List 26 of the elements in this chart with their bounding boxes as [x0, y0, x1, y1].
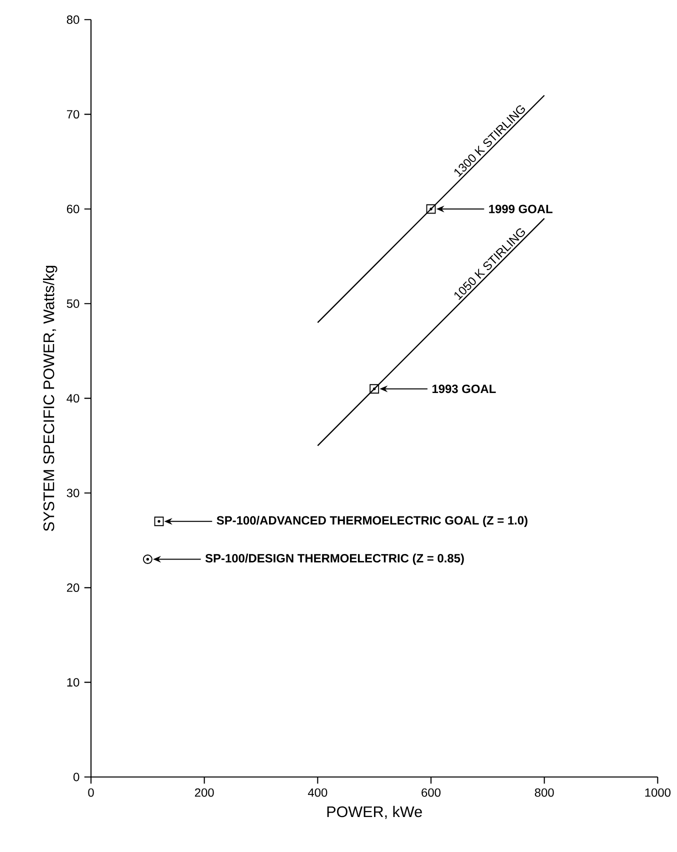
- annotation: SP-100/ADVANCED THERMOELECTRIC GOAL (Z = 1.0): [216, 516, 528, 527]
- point: [142, 554, 152, 564]
- point: [373, 388, 376, 390]
- y-tick-label: 70: [66, 110, 80, 119]
- x-tick-label: 400: [308, 788, 328, 797]
- y-tick-label: 60: [66, 204, 80, 214]
- x-tick-label: 200: [194, 788, 214, 797]
- y-axis-title: SYSTEM SPECIFIC POWER, Watts/kg: [43, 266, 58, 532]
- x-axis-title: POWER, kWe: [327, 806, 422, 819]
- y-tick-label: 30: [66, 488, 80, 498]
- annotation: SP-100/DESIGN THERMOELECTRIC (Z = 0.85): [205, 554, 464, 565]
- y-tick-label: 10: [67, 678, 80, 687]
- y-tick-label: 40: [66, 394, 80, 403]
- annotation: 1993 GOAL: [432, 384, 496, 394]
- x-tick-label: 0: [88, 788, 94, 797]
- y-tick-label: 50: [66, 299, 80, 308]
- x-tick-label: 1000: [645, 788, 671, 797]
- x-tick-label: 600: [422, 788, 441, 797]
- annotation: 1999 GOAL: [489, 204, 552, 214]
- point: [154, 516, 164, 526]
- y-tick-label: 20: [66, 583, 80, 592]
- point: [370, 384, 380, 394]
- x-tick-label: 800: [534, 788, 554, 797]
- y-tick-label: 0: [73, 772, 80, 782]
- point: [426, 204, 436, 214]
- y-tick-label: 80: [66, 15, 80, 24]
